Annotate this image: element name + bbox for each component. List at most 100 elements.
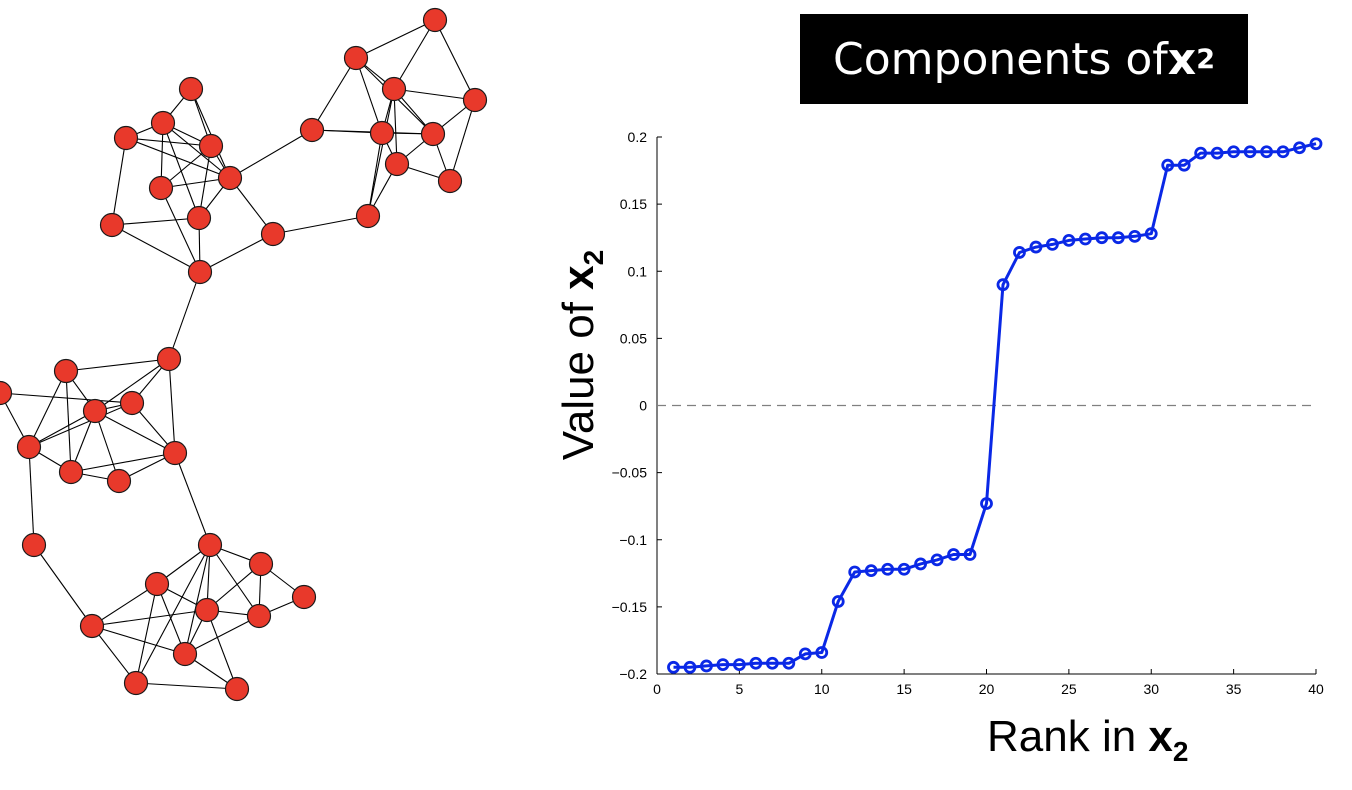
- data-point: [996, 278, 1010, 292]
- graph-edge: [156, 583, 186, 655]
- graph-edge: [355, 57, 383, 134]
- data-point: [897, 562, 911, 576]
- graph-node: [123, 670, 149, 696]
- graph-node: [144, 571, 170, 597]
- chart-title-subscript: 2: [1196, 43, 1215, 75]
- graph-edge: [65, 358, 170, 372]
- data-point: [1078, 232, 1092, 246]
- graph-edge: [33, 544, 93, 627]
- x-tick-label: 35: [1226, 681, 1242, 697]
- data-point: [1046, 237, 1059, 251]
- graph-node: [299, 117, 325, 143]
- data-point: [930, 553, 944, 567]
- graph-edge: [28, 402, 133, 448]
- data-point: [1029, 240, 1043, 254]
- data-point: [765, 656, 779, 670]
- graph-edge: [162, 122, 231, 179]
- graph-node: [162, 440, 188, 466]
- chart-title-variable: x: [1167, 33, 1197, 85]
- graph-edge: [160, 187, 201, 273]
- graph-node: [355, 203, 381, 229]
- graph-edge: [91, 609, 208, 627]
- data-point: [1210, 146, 1224, 160]
- graph-node: [198, 133, 224, 159]
- y-tick-label: −0.1: [619, 532, 647, 548]
- graph-edge: [125, 137, 231, 179]
- graph-node: [113, 125, 139, 151]
- graph-edge: [168, 358, 176, 454]
- data-point: [815, 646, 829, 659]
- x-tick-label: 25: [1061, 681, 1077, 697]
- graph-edge: [209, 544, 260, 617]
- graph-edge: [367, 132, 383, 217]
- graph-node: [148, 175, 174, 201]
- graph-node: [186, 205, 212, 231]
- x-tick-label: 40: [1308, 681, 1324, 697]
- data-point: [683, 660, 697, 674]
- graph-node: [420, 121, 446, 147]
- data-point: [864, 564, 878, 578]
- graph-edge: [174, 452, 211, 546]
- series-line: [673, 142, 1317, 669]
- data-point: [831, 595, 845, 608]
- tick-labels: 0 5 10 15 20 25 30 35 40 −0.2 −0.15 −0.1 −0.05 0 0.05 0…: [612, 129, 1324, 697]
- graph-edge: [393, 88, 398, 165]
- y-tick-label: 0.1: [628, 263, 648, 279]
- data-point: [1062, 233, 1076, 247]
- graph-edge: [135, 583, 158, 684]
- graph-node: [0, 380, 13, 406]
- data-point: [749, 656, 763, 670]
- graph-edge: [168, 271, 201, 360]
- chart-title: Components of x 2: [800, 14, 1248, 104]
- graph-edge: [28, 410, 96, 448]
- graph-edge: [65, 370, 72, 473]
- graph-edge: [91, 625, 186, 655]
- graph-edge: [199, 233, 274, 273]
- data-point: [700, 659, 713, 673]
- graph-node: [82, 398, 108, 424]
- graph-node: [99, 212, 125, 238]
- graph-edge: [184, 544, 211, 655]
- data-point: [716, 658, 730, 672]
- data-point: [1194, 146, 1208, 160]
- graph-node: [156, 346, 182, 372]
- graph-edge: [367, 88, 395, 217]
- graph-node: [384, 151, 410, 177]
- network-graph: [0, 7, 488, 702]
- data-point: [1095, 231, 1109, 245]
- x-tick-label: 20: [979, 681, 995, 697]
- graph-edge: [393, 88, 476, 101]
- data-point: [1309, 137, 1323, 151]
- graph-edge: [206, 609, 238, 690]
- y-tick-label: 0.05: [620, 330, 647, 346]
- graph-edge: [70, 452, 176, 473]
- graph-edge: [184, 615, 260, 655]
- graph-edge: [135, 682, 238, 690]
- graph-node: [197, 532, 223, 558]
- graph-edge: [190, 88, 231, 179]
- y-tick-label: 0.15: [620, 196, 647, 212]
- graph-node: [187, 259, 213, 285]
- graph-edge: [449, 99, 476, 182]
- graph-node: [194, 597, 220, 623]
- data-point: [1161, 158, 1175, 172]
- data-point: [1128, 229, 1142, 243]
- data-point: [947, 548, 960, 561]
- data-point: [881, 562, 895, 576]
- data-point: [1013, 246, 1026, 259]
- graph-node: [53, 358, 79, 384]
- data-point: [1111, 231, 1125, 245]
- graph-node: [369, 120, 395, 146]
- y-tick-label: −0.15: [612, 599, 648, 615]
- graph-node: [462, 87, 488, 113]
- graph-edge: [111, 224, 201, 273]
- x-tick-label: 15: [896, 681, 912, 697]
- graph-edge: [94, 410, 120, 482]
- graph-edge: [111, 217, 200, 226]
- x-tick-label: 30: [1143, 681, 1159, 697]
- x-tick-label: 0: [653, 681, 661, 697]
- graph-edge: [272, 215, 369, 235]
- graph-edge: [135, 544, 211, 684]
- graph-node: [246, 603, 272, 629]
